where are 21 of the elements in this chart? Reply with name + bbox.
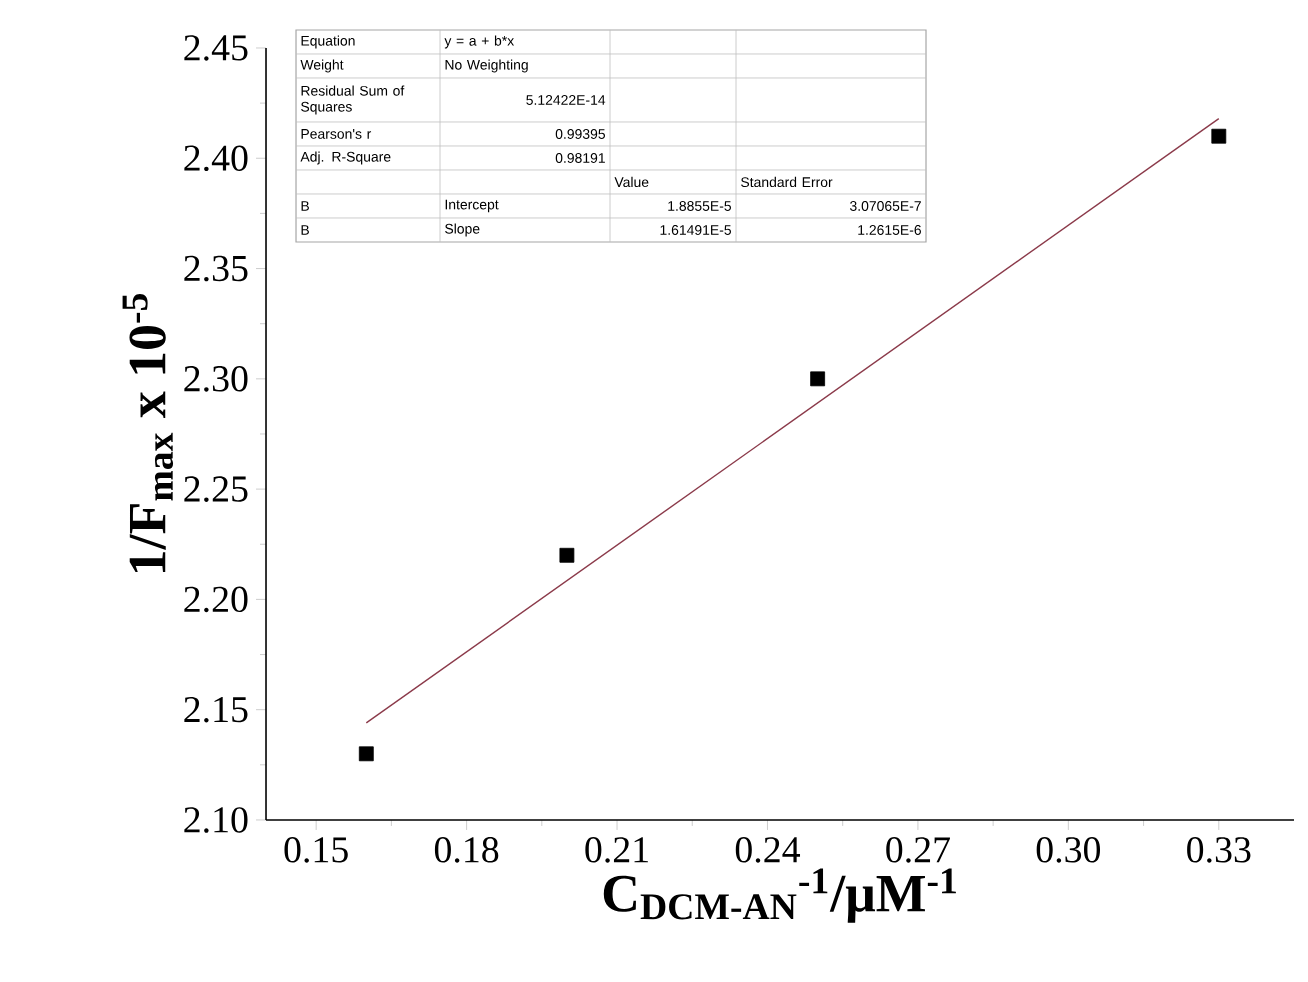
- x-tick-label: 0.24: [735, 837, 801, 863]
- point: [810, 371, 826, 387]
- y-tick-label: 2.35: [184, 255, 248, 282]
- x-tick-label: 0.30: [1036, 837, 1101, 863]
- x-tick-label: 0.33: [1187, 837, 1251, 863]
- y-tick-label: 2.20: [184, 586, 248, 613]
- point: [358, 746, 374, 762]
- y-tick-label: 2.25: [184, 476, 248, 502]
- y-axis-title: 1/F$_{max}$ x 10$^{-5}$: [122, 294, 174, 573]
- y-tick-label: 2.45: [184, 35, 248, 61]
- point: [559, 547, 575, 563]
- point: [1211, 128, 1227, 144]
- x-tick-label: 0.27: [886, 837, 950, 863]
- y-tick-label: 2.30: [184, 366, 248, 392]
- x-axis-title: C$_{DCM-AN}$$^{-1}$/μM$^{-1}$: [603, 868, 956, 923]
- y-tick-label: 2.10: [184, 807, 248, 833]
- x-tick-label: 0.15: [284, 837, 348, 863]
- x-tick-label: 0.18: [434, 837, 499, 863]
- x-tick-label: 0.21: [585, 837, 648, 863]
- y-tick-label: 2.15: [184, 696, 248, 723]
- y-tick-label: 2.40: [184, 145, 248, 172]
